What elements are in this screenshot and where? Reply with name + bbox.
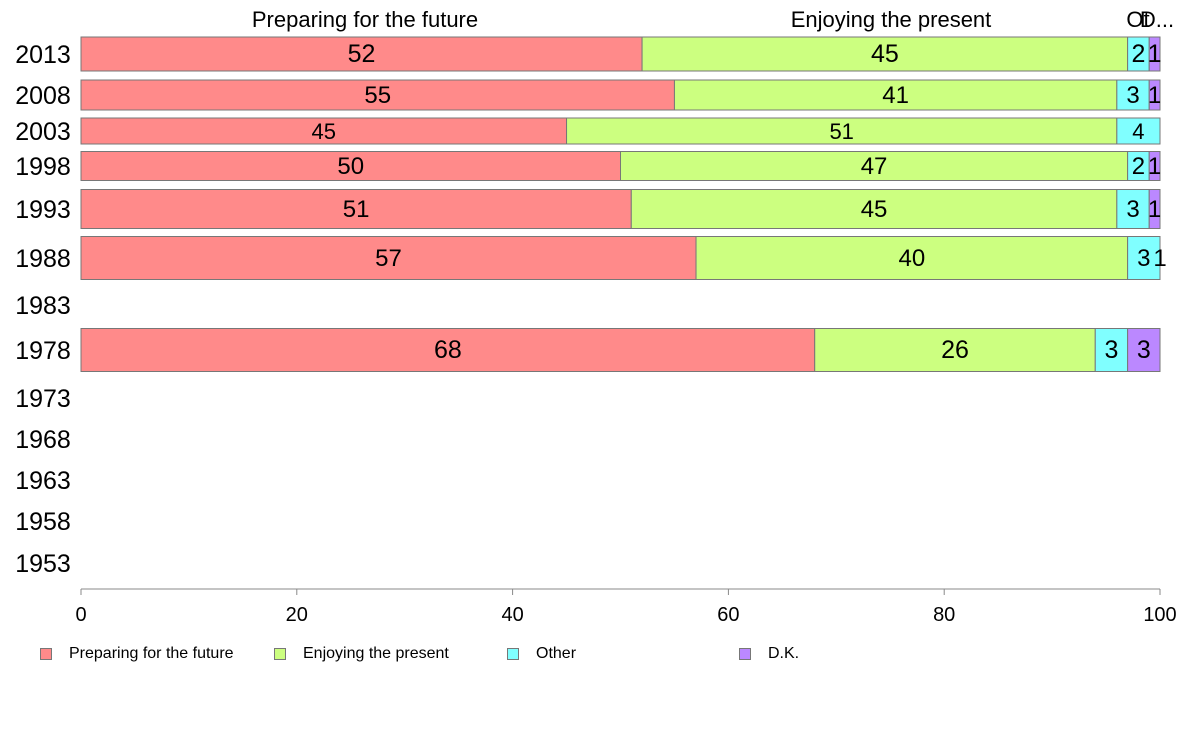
data-label: 51 — [829, 119, 853, 144]
top-label: Enjoying the present — [791, 7, 992, 32]
legend-swatch-enjoying — [274, 648, 286, 660]
data-label: 55 — [364, 82, 391, 109]
y-tick-label: 1978 — [15, 337, 71, 365]
y-tick-label: 2003 — [15, 118, 71, 146]
data-label: 68 — [434, 336, 462, 364]
x-tick-label: 60 — [717, 604, 739, 626]
legend: Preparing for the future Enjoying the pr… — [40, 643, 940, 665]
y-tick-label: 1953 — [15, 550, 71, 578]
data-label: 45 — [861, 196, 888, 223]
legend-item-other: Other — [507, 643, 576, 665]
x-tick-label: 80 — [933, 604, 955, 626]
legend-item-dk: D.K. — [739, 643, 799, 665]
data-label: 1 — [1148, 153, 1161, 180]
legend-swatch-preparing — [40, 648, 52, 660]
data-label: 45 — [312, 119, 336, 144]
y-tick-label: 1993 — [15, 196, 71, 224]
y-tick-label: 1988 — [15, 245, 71, 273]
x-tick-label: 100 — [1143, 604, 1176, 626]
data-label: 3 — [1137, 245, 1150, 272]
data-label: 45 — [871, 40, 899, 68]
data-label: 3 — [1104, 336, 1118, 364]
data-label: 3 — [1137, 336, 1151, 364]
bar-segment — [1094, 328, 1129, 372]
legend-label-dk: D.K. — [768, 645, 800, 662]
bar-segment — [80, 236, 697, 280]
data-label: 1 — [1148, 196, 1161, 223]
bar-segment — [814, 328, 1096, 372]
y-tick-label: 1983 — [15, 292, 71, 320]
y-tick-label: 1973 — [15, 385, 71, 413]
bar-segment — [1148, 36, 1161, 72]
legend-label-other: Other — [536, 645, 577, 662]
data-label: 2 — [1131, 40, 1145, 68]
top-label: D... — [1140, 7, 1174, 32]
y-tick-label: 2013 — [15, 41, 71, 69]
legend-item-preparing: Preparing for the future — [40, 643, 234, 665]
legend-label-preparing: Preparing for the future — [69, 645, 234, 662]
data-label: 3 — [1126, 196, 1139, 223]
data-label: 57 — [375, 245, 402, 272]
data-label: 50 — [337, 153, 364, 180]
bar-segment — [1116, 117, 1161, 145]
y-tick-label: 2008 — [15, 82, 71, 110]
data-label: 51 — [343, 196, 370, 223]
legend-label-enjoying: Enjoying the present — [303, 645, 449, 662]
legend-swatch-other — [507, 648, 519, 660]
data-label: 2 — [1132, 153, 1145, 180]
bar-segment — [1127, 328, 1161, 372]
bar-segment — [80, 151, 621, 181]
data-label: 1 — [1153, 245, 1166, 272]
bar-segment — [695, 236, 1129, 280]
y-tick-label: 1963 — [15, 467, 71, 495]
x-tick-label: 40 — [501, 604, 523, 626]
y-tick-label: 1958 — [15, 508, 71, 536]
y-tick-label: 1998 — [15, 153, 71, 181]
bar-segment — [1116, 79, 1150, 111]
bar-segment — [80, 117, 568, 145]
bar-segment — [630, 189, 1118, 229]
bar-segment — [1148, 79, 1161, 111]
bar-segment — [80, 328, 816, 372]
data-label: 40 — [898, 245, 925, 272]
bar-segment — [641, 36, 1129, 72]
data-label: 41 — [882, 82, 909, 109]
bar-segment — [566, 117, 1118, 145]
bar-segment — [1127, 236, 1161, 280]
x-tick-label: 20 — [286, 604, 308, 626]
data-label: 3 — [1126, 82, 1139, 109]
legend-swatch-dk — [739, 648, 751, 660]
top-label: Preparing for the future — [252, 7, 478, 32]
bar-segment — [1148, 151, 1161, 181]
x-tick-label: 0 — [75, 604, 86, 626]
data-label: 47 — [861, 153, 888, 180]
y-tick-label: 1968 — [15, 426, 71, 454]
data-label: 26 — [941, 336, 969, 364]
bar-segment — [80, 79, 675, 111]
bar-segment — [80, 189, 632, 229]
bar-segment — [1148, 189, 1161, 229]
data-label: 4 — [1132, 119, 1144, 144]
legend-item-enjoying: Enjoying the present — [274, 643, 449, 665]
data-label: 1 — [1148, 82, 1161, 109]
data-label: 52 — [348, 40, 376, 68]
data-label: 1 — [1148, 40, 1162, 68]
top-label: Ot — [1126, 7, 1149, 32]
